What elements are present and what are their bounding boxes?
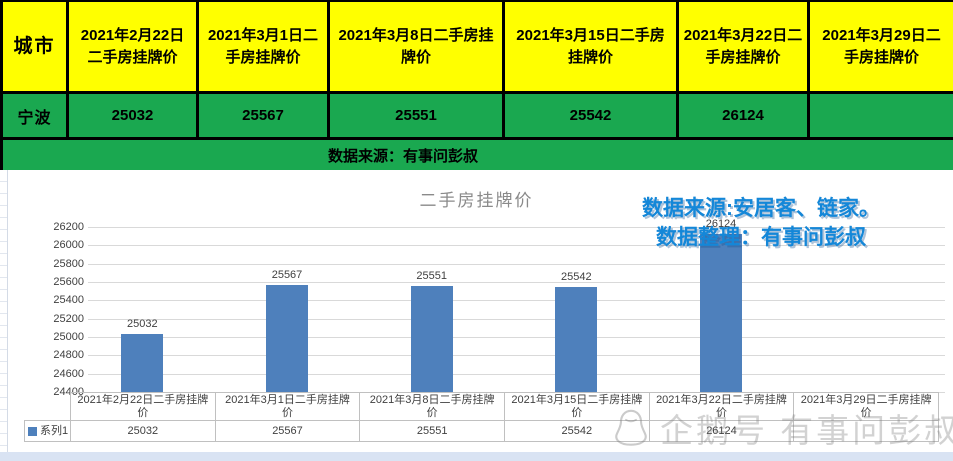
- table-cell-value-6[interactable]: [810, 94, 953, 140]
- bar[interactable]: [555, 287, 598, 392]
- bar-value-label: 26124: [705, 217, 737, 230]
- table-cell-city[interactable]: 宁波: [3, 94, 69, 140]
- y-axis-label: 25600: [53, 276, 84, 288]
- legend-color-swatch: [28, 426, 37, 436]
- category-cell: 2021年3月22日二手房挂牌 价: [648, 392, 795, 421]
- excel-gridline-strip: [0, 170, 8, 461]
- table-header-date-3[interactable]: 2021年3月8日二手房挂 牌价: [330, 2, 505, 94]
- y-axis-label: 26200: [53, 221, 84, 233]
- y-axis-label: 25400: [53, 294, 84, 307]
- excel-row-band: [0, 452, 953, 461]
- series-value-cell: 25567: [214, 420, 361, 442]
- table-cell-value-1[interactable]: 25032: [69, 94, 199, 140]
- y-axis-label: 24600: [53, 367, 84, 380]
- table-cell-value-3[interactable]: 25551: [330, 94, 505, 140]
- annotation-line-1: 数据来源:安居客、链家。: [642, 197, 880, 220]
- table-header-date-5[interactable]: 2021年3月22日二 手房挂牌价: [679, 2, 810, 94]
- y-axis-label: 24400: [53, 386, 84, 398]
- series-value-cell: 25032: [70, 420, 216, 442]
- series-value-cell: 26124: [648, 420, 795, 442]
- series-value-cell: 25551: [359, 420, 505, 442]
- y-axis-label: 25000: [53, 331, 84, 343]
- price-table: 城市 2021年2月22日 二手房挂牌价 2021年3月1日二 手房挂牌价 20…: [0, 0, 953, 140]
- y-axis-label: 26000: [53, 239, 84, 252]
- y-axis-label: 24800: [53, 349, 84, 362]
- category-cell: 2021年3月8日二手房挂牌 价: [359, 392, 505, 421]
- category-cell: 2021年3月15日二手房挂牌 价: [504, 392, 650, 421]
- y-axis-label: 25800: [53, 257, 84, 270]
- series-value-cell: [793, 420, 939, 442]
- y-axis-label: 25200: [53, 312, 84, 325]
- bar[interactable]: [700, 233, 742, 392]
- bar[interactable]: [266, 285, 308, 392]
- annotation-line-2: 数据整理：有事问彭叔: [656, 226, 866, 249]
- gridline: [88, 337, 945, 338]
- gridline: [88, 227, 945, 228]
- table-header-date-4[interactable]: 2021年3月15日二手房 挂牌价: [505, 2, 679, 94]
- series-value-cell: 25542: [504, 420, 650, 442]
- bar-value-label: 25032: [127, 318, 158, 331]
- gridline: [88, 245, 945, 247]
- table-header-date-6[interactable]: 2021年3月29日二 手房挂牌价: [810, 2, 953, 94]
- gridline: [88, 282, 945, 283]
- bar-value-label: 25542: [561, 271, 592, 284]
- source-banner[interactable]: 数据来源：有事问彭叔: [0, 140, 953, 170]
- gridline: [88, 318, 945, 320]
- bar[interactable]: [410, 286, 453, 392]
- table-cell-value-4[interactable]: 25542: [505, 94, 679, 140]
- gridline: [88, 300, 945, 302]
- bar-value-label: 25567: [271, 269, 303, 282]
- table-header-city[interactable]: 城市: [3, 2, 69, 94]
- annotation-textbox[interactable]: 数据来源:安居客、链家。 数据整理：有事问彭叔: [596, 194, 926, 252]
- legend-label: 系列1: [40, 424, 69, 437]
- category-cell: 2021年3月29日二手房挂牌 价: [793, 392, 939, 421]
- legend-cell: 系列1: [24, 420, 71, 442]
- bar-value-label: 25551: [416, 270, 447, 283]
- table-cell-value-5[interactable]: 26124: [679, 94, 810, 140]
- gridline: [88, 263, 945, 265]
- gridline: [88, 355, 945, 357]
- table-cell-value-2[interactable]: 25567: [199, 94, 330, 140]
- category-cell: 2021年3月1日二手房挂牌 价: [214, 392, 361, 421]
- table-header-date-1[interactable]: 2021年2月22日 二手房挂牌价: [69, 2, 199, 94]
- bar[interactable]: [121, 334, 164, 392]
- gridline: [88, 373, 945, 375]
- bar-chart: 二手房挂牌价 26200 26000 25800 25600 25400 25200 250…: [0, 170, 953, 461]
- category-cell: 2021年2月22日二手房挂牌 价: [70, 392, 216, 421]
- chart-title[interactable]: 二手房挂牌价: [419, 191, 534, 210]
- table-header-date-2[interactable]: 2021年3月1日二 手房挂牌价: [199, 2, 330, 94]
